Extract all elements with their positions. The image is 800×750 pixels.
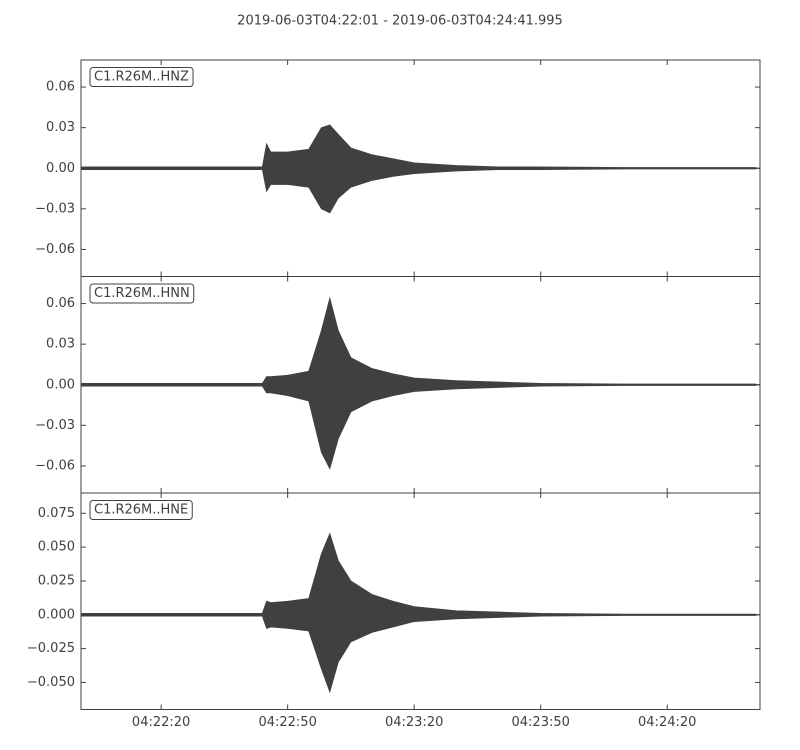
waveform bbox=[80, 532, 757, 616]
y-tick-label: −0.03 bbox=[35, 201, 75, 216]
trace-label: C1.R26M..HNZ bbox=[94, 70, 189, 85]
trace-label-box bbox=[89, 283, 195, 304]
waveform bbox=[80, 614, 757, 694]
trace-label: C1.R26M..HNN bbox=[94, 286, 190, 301]
y-tick-label: −0.050 bbox=[27, 675, 75, 690]
y-tick-label: −0.03 bbox=[35, 418, 75, 433]
x-tick-label: 04:24:20 bbox=[638, 715, 696, 730]
y-tick-label: 0.06 bbox=[46, 296, 75, 311]
waveform bbox=[80, 124, 757, 169]
y-tick-label: 0.00 bbox=[46, 161, 75, 176]
trace-label-box bbox=[89, 67, 194, 87]
x-tick-label: 04:22:50 bbox=[258, 715, 316, 730]
y-tick-label: 0.000 bbox=[38, 607, 75, 622]
trace-label: C1.R26M..HNE bbox=[94, 503, 188, 518]
y-tick-label: 0.050 bbox=[38, 540, 75, 555]
y-tick-label: 0.075 bbox=[38, 506, 75, 521]
axes-frame bbox=[80, 492, 761, 710]
waveform bbox=[80, 167, 757, 214]
y-tick-label: 0.00 bbox=[46, 377, 75, 392]
y-tick-label: −0.025 bbox=[27, 641, 75, 656]
y-tick-label: 0.03 bbox=[46, 337, 75, 352]
x-tick-label: 04:23:50 bbox=[512, 715, 570, 730]
trace-label-box bbox=[89, 500, 193, 520]
waveform bbox=[80, 384, 757, 470]
chart-title: 2019-06-03T04:22:01 - 2019-06-03T04:24:4… bbox=[237, 14, 563, 29]
x-tick-label: 04:22:20 bbox=[132, 715, 190, 730]
x-tick-label: 04:23:20 bbox=[385, 715, 443, 730]
y-tick-label: 0.03 bbox=[46, 120, 75, 135]
y-tick-label: −0.06 bbox=[35, 458, 75, 473]
y-tick-label: −0.06 bbox=[35, 242, 75, 257]
y-tick-label: 0.06 bbox=[46, 80, 75, 95]
y-tick-label: 0.025 bbox=[38, 573, 75, 588]
waveform bbox=[80, 296, 757, 386]
